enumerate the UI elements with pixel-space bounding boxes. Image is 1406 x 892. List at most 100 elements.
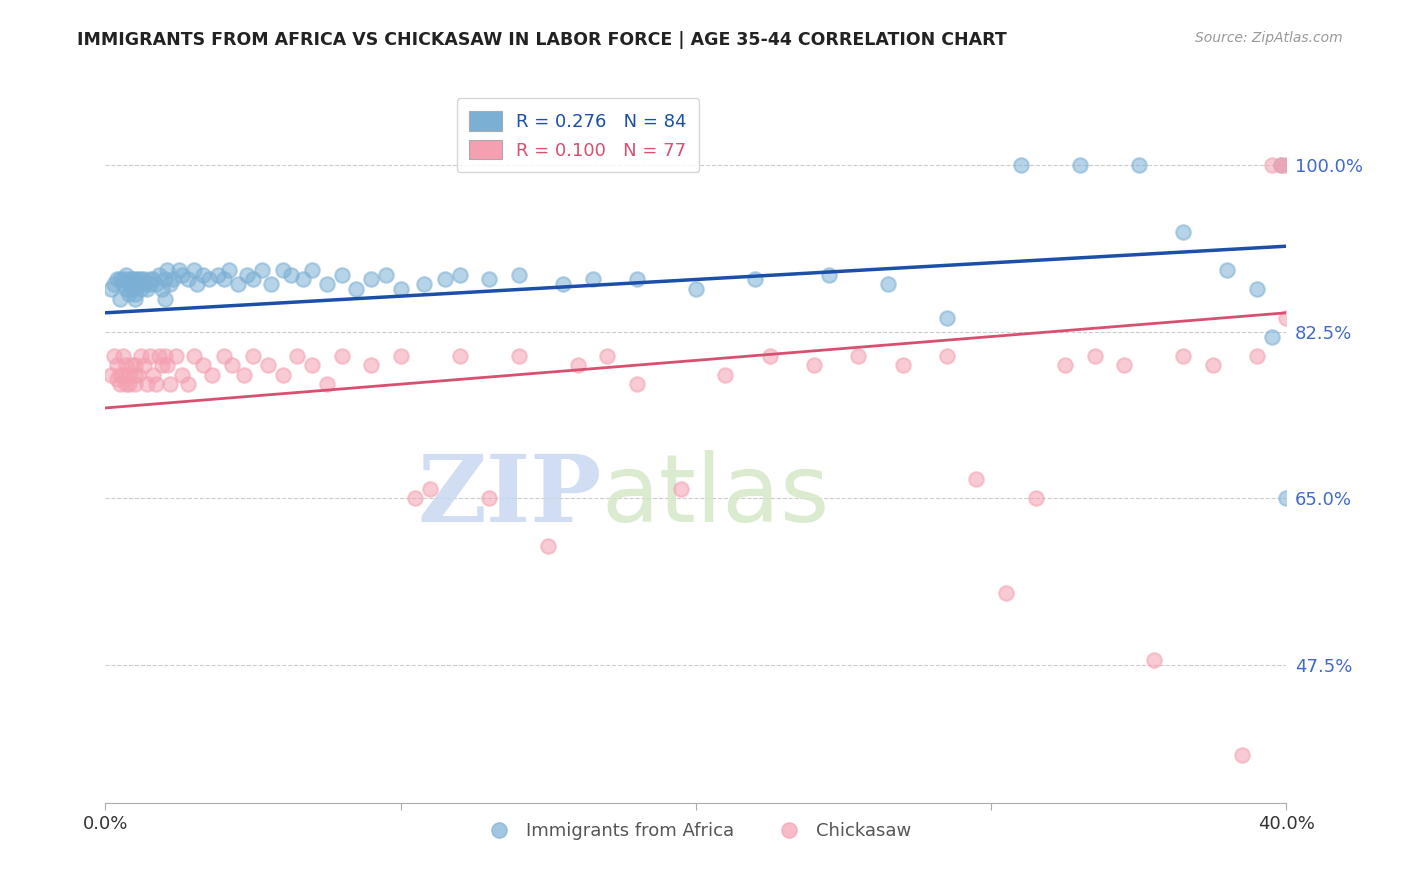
Point — [1171, 349, 1194, 363]
Point — [271, 263, 294, 277]
Point — [1246, 349, 1268, 363]
Point — [508, 349, 530, 363]
Point — [360, 272, 382, 286]
Point — [177, 377, 200, 392]
Point — [115, 282, 138, 296]
Point — [132, 358, 155, 372]
Point — [330, 268, 353, 282]
Point — [132, 272, 155, 286]
Point — [567, 358, 589, 372]
Point — [260, 277, 283, 292]
Text: atlas: atlas — [602, 450, 830, 542]
Point — [1128, 158, 1150, 172]
Legend: Immigrants from Africa, Chickasaw: Immigrants from Africa, Chickasaw — [474, 815, 918, 847]
Point — [118, 368, 141, 382]
Point — [374, 268, 398, 282]
Point — [1114, 358, 1136, 372]
Point — [389, 349, 412, 363]
Point — [162, 272, 184, 286]
Point — [201, 368, 224, 382]
Point — [148, 268, 170, 282]
Point — [153, 272, 176, 286]
Point — [135, 377, 157, 392]
Point — [714, 368, 737, 382]
Point — [419, 482, 441, 496]
Point — [150, 358, 173, 372]
Point — [212, 272, 235, 286]
Point — [115, 268, 138, 282]
Point — [413, 277, 436, 292]
Point — [1261, 158, 1284, 172]
Point — [127, 277, 149, 292]
Point — [165, 349, 187, 363]
Point — [389, 282, 412, 296]
Point — [596, 349, 619, 363]
Point — [315, 277, 337, 292]
Point — [936, 310, 959, 325]
Point — [138, 272, 162, 286]
Point — [1069, 158, 1091, 172]
Point — [100, 282, 122, 296]
Point — [177, 272, 200, 286]
Point — [156, 263, 179, 277]
Point — [138, 349, 162, 363]
Point — [233, 368, 256, 382]
Point — [478, 272, 501, 286]
Point — [1201, 358, 1223, 372]
Point — [803, 358, 825, 372]
Point — [891, 358, 914, 372]
Point — [121, 277, 143, 292]
Point — [121, 282, 143, 296]
Point — [287, 349, 309, 363]
Point — [172, 368, 194, 382]
Point — [105, 272, 128, 286]
Point — [582, 272, 605, 286]
Point — [212, 349, 235, 363]
Point — [221, 358, 243, 372]
Point — [449, 349, 471, 363]
Point — [115, 377, 138, 392]
Point — [1270, 158, 1292, 172]
Point — [145, 377, 167, 392]
Point — [1216, 263, 1239, 277]
Point — [846, 349, 869, 363]
Point — [433, 272, 456, 286]
Point — [124, 277, 146, 292]
Point — [169, 263, 191, 277]
Point — [315, 377, 337, 392]
Point — [1261, 329, 1284, 343]
Point — [110, 292, 132, 306]
Point — [129, 282, 152, 296]
Point — [115, 358, 138, 372]
Point — [207, 268, 229, 282]
Point — [449, 268, 471, 282]
Point — [186, 277, 208, 292]
Point — [1275, 491, 1298, 506]
Point — [818, 268, 841, 282]
Point — [671, 482, 693, 496]
Point — [626, 272, 648, 286]
Point — [124, 292, 146, 306]
Point — [405, 491, 427, 506]
Point — [118, 286, 141, 301]
Point — [159, 377, 181, 392]
Point — [112, 277, 135, 292]
Point — [995, 586, 1018, 600]
Point — [228, 277, 250, 292]
Point — [301, 263, 323, 277]
Point — [110, 368, 132, 382]
Point — [551, 277, 574, 292]
Point — [145, 277, 167, 292]
Point — [1275, 158, 1298, 172]
Point — [250, 263, 273, 277]
Point — [1246, 282, 1268, 296]
Point — [936, 349, 959, 363]
Point — [744, 272, 766, 286]
Point — [197, 272, 219, 286]
Point — [1024, 491, 1046, 506]
Point — [626, 377, 648, 392]
Point — [478, 491, 501, 506]
Point — [1270, 158, 1292, 172]
Point — [105, 372, 128, 386]
Point — [112, 272, 135, 286]
